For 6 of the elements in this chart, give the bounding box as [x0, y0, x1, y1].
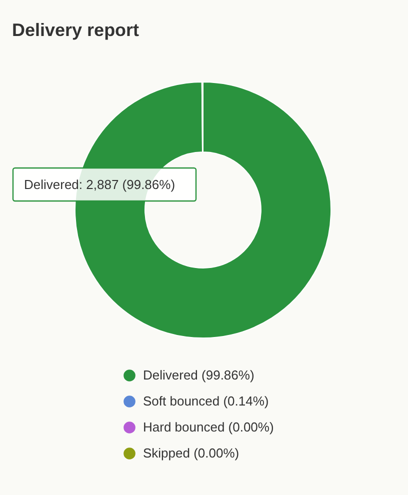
- legend-label: Soft bounced (0.14%): [143, 394, 269, 408]
- legend-label: Delivered (99.86%): [143, 368, 254, 382]
- text: Delivered: 2,887 (99.86%): [24, 177, 176, 192]
- legend-label: Hard bounced (0.00%): [143, 420, 274, 434]
- legend-label: Skipped (0.00%): [143, 446, 240, 460]
- chart-title: Delivery report: [12, 20, 140, 40]
